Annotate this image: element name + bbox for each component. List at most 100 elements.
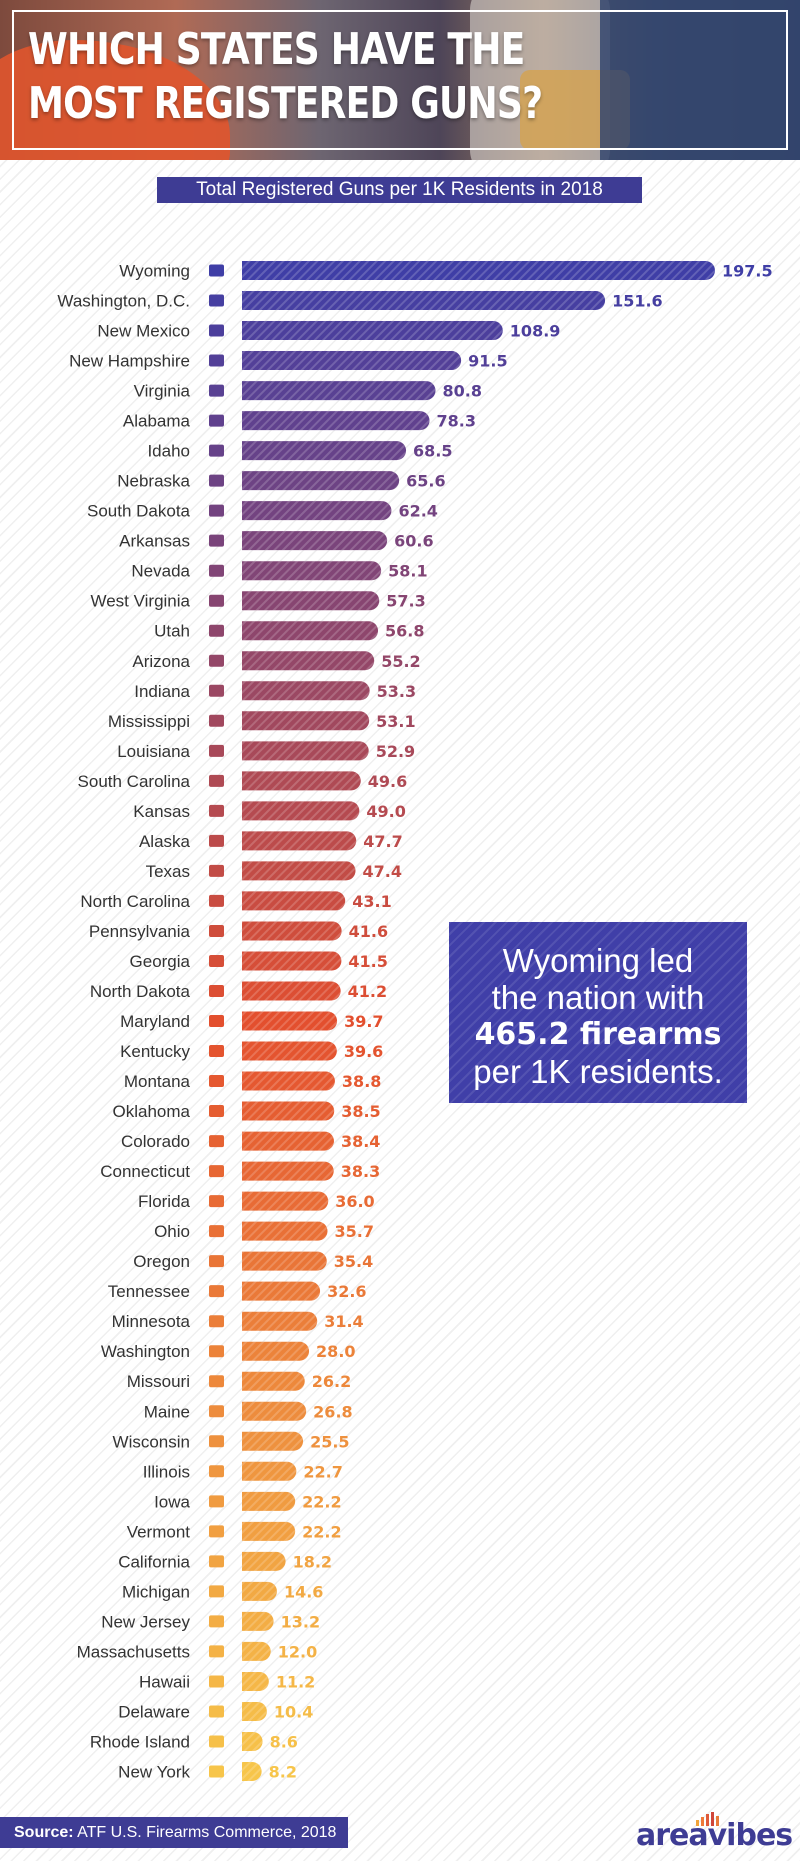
bar-texture <box>242 261 715 280</box>
value-label: 55.2 <box>381 652 420 671</box>
category-label: Colorado <box>121 1132 190 1151</box>
value-label: 52.9 <box>376 742 415 761</box>
state-shape-icon <box>209 1165 224 1178</box>
category-label: Arkansas <box>119 532 190 551</box>
value-label: 36.0 <box>335 1192 374 1211</box>
category-label: New Mexico <box>97 322 190 341</box>
category-label: West Virginia <box>90 592 190 611</box>
callout-line-1: Wyoming led <box>502 942 694 979</box>
value-label: 38.5 <box>341 1102 380 1121</box>
bar-texture <box>242 1731 263 1751</box>
category-label: New Hampshire <box>69 352 190 371</box>
state-shape-icon <box>209 1405 224 1418</box>
value-label: 58.1 <box>388 562 427 581</box>
bar-texture <box>242 771 361 791</box>
value-label: 80.8 <box>443 382 482 401</box>
category-label: Idaho <box>147 442 190 461</box>
category-label: Vermont <box>127 1522 191 1541</box>
bar-texture <box>242 1311 318 1331</box>
category-label: Kentucky <box>120 1042 190 1061</box>
bar-texture <box>242 1281 321 1301</box>
category-label: Virginia <box>134 382 191 401</box>
value-label: 78.3 <box>437 412 476 431</box>
state-shape-icon <box>209 1525 224 1538</box>
category-label: Tennessee <box>108 1282 190 1301</box>
state-shape-icon <box>209 294 224 307</box>
bar-texture <box>242 471 400 491</box>
value-label: 197.5 <box>722 262 773 281</box>
state-shape-icon <box>209 714 224 727</box>
header-frame <box>12 10 788 150</box>
bar-texture <box>242 1762 262 1781</box>
category-label: Illinois <box>143 1462 190 1481</box>
category-label: Arizona <box>132 652 190 671</box>
state-shape-icon <box>209 1255 224 1268</box>
category-label: Oklahoma <box>113 1102 191 1121</box>
bar-texture <box>242 1221 328 1241</box>
bar-texture <box>242 921 342 941</box>
category-label: Rhode Island <box>90 1732 190 1751</box>
category-label: Nebraska <box>117 472 190 491</box>
value-label: 53.1 <box>376 712 415 731</box>
value-label: 39.6 <box>344 1042 383 1061</box>
source-label: Source: <box>14 1824 74 1841</box>
state-shape-icon <box>209 1315 224 1328</box>
bar-texture <box>242 1611 274 1631</box>
value-label: 38.4 <box>341 1132 380 1151</box>
state-shape-icon <box>209 414 224 427</box>
value-label: 35.7 <box>334 1222 373 1241</box>
chart-title: Total Registered Guns per 1K Residents i… <box>157 177 642 203</box>
category-label: Indiana <box>134 682 190 701</box>
value-label: 56.8 <box>385 622 424 641</box>
state-shape-icon <box>209 534 224 547</box>
bar-texture <box>242 1671 269 1691</box>
logo-bars-icon <box>696 1812 719 1826</box>
category-label: South Carolina <box>78 772 191 791</box>
bar-texture <box>242 1491 296 1511</box>
bar-texture <box>242 1521 296 1541</box>
bar-texture <box>242 1191 329 1211</box>
bar-texture <box>242 1041 337 1061</box>
category-label: Wisconsin <box>113 1432 190 1451</box>
state-shape-icon <box>209 1045 224 1058</box>
value-label: 22.7 <box>303 1462 342 1481</box>
bar-texture <box>242 1581 277 1601</box>
state-shape-icon <box>209 744 224 757</box>
bar-texture <box>242 621 379 641</box>
state-shape-icon <box>209 444 224 457</box>
value-label: 38.8 <box>342 1072 381 1091</box>
category-label: South Dakota <box>87 502 191 521</box>
state-shape-icon <box>209 924 224 937</box>
callout-box: Wyoming led the nation with 465.2 firear… <box>449 922 747 1103</box>
value-label: 43.1 <box>352 892 391 911</box>
state-shape-icon <box>209 1375 224 1388</box>
state-shape-icon <box>209 1645 224 1658</box>
category-label: Texas <box>146 862 190 881</box>
state-shape-icon <box>209 354 224 367</box>
hero-photo-shape <box>600 0 800 160</box>
value-label: 14.6 <box>284 1582 323 1601</box>
bar-texture <box>242 1701 267 1721</box>
bar-texture <box>242 981 341 1001</box>
state-shape-icon <box>209 864 224 877</box>
bar-texture <box>242 1101 335 1121</box>
value-label: 62.4 <box>398 502 437 521</box>
value-label: 26.8 <box>313 1402 352 1421</box>
bar-texture <box>242 891 346 911</box>
bar-texture <box>242 1341 310 1361</box>
category-label: Maryland <box>120 1012 190 1031</box>
value-label: 39.7 <box>344 1012 383 1031</box>
category-label: Delaware <box>118 1702 190 1721</box>
state-shape-icon <box>209 684 224 697</box>
bar-texture <box>242 1461 297 1481</box>
state-shape-icon <box>209 384 224 397</box>
value-label: 91.5 <box>468 352 507 371</box>
state-shape-icon <box>209 984 224 997</box>
category-label: Washington <box>101 1342 190 1361</box>
value-label: 31.4 <box>324 1312 363 1331</box>
state-shape-icon <box>209 894 224 907</box>
state-shape-icon <box>209 1105 224 1118</box>
bar-texture <box>242 411 430 431</box>
category-label: Alabama <box>123 412 191 431</box>
callout-line-4: per 1K residents. <box>473 1053 723 1090</box>
